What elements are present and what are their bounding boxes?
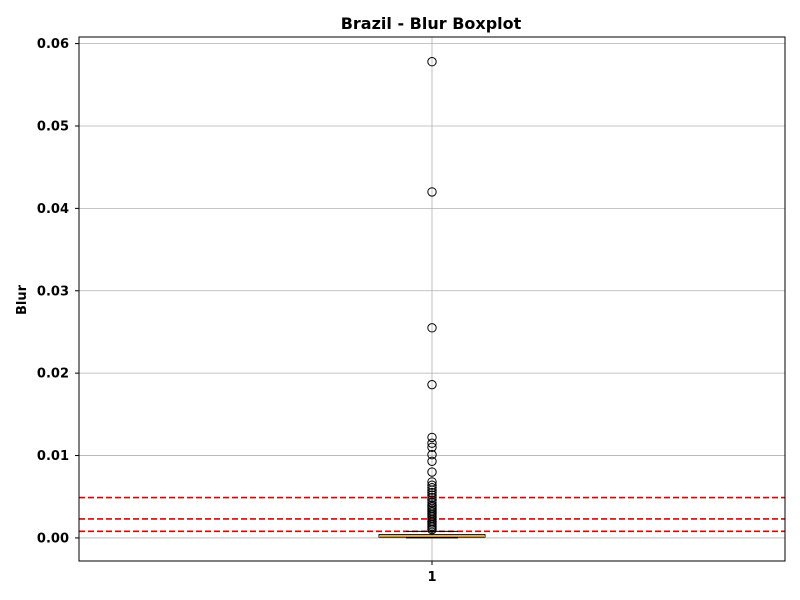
outlier-point bbox=[427, 497, 437, 508]
outlier-point bbox=[427, 480, 437, 490]
outlier-point bbox=[427, 492, 437, 503]
outlier-point bbox=[427, 432, 437, 443]
outlier-point bbox=[427, 485, 437, 495]
outlier-point bbox=[427, 323, 437, 333]
outlier-point bbox=[427, 187, 437, 197]
outlier-point bbox=[427, 487, 437, 498]
y-tick-label: 0.03 bbox=[37, 284, 69, 299]
tick-layer: 0.00 0.01 0.02 0.03 0.04 0.05 0.06 1 bbox=[37, 37, 437, 585]
grid-layer bbox=[79, 37, 785, 561]
outlier-point bbox=[427, 379, 437, 390]
outlier-point bbox=[427, 482, 437, 493]
y-tick-label: 0.00 bbox=[37, 531, 69, 546]
box-layer bbox=[378, 530, 486, 539]
y-axis-label: Blur bbox=[15, 284, 30, 315]
x-tick-label: 1 bbox=[427, 570, 436, 585]
outlier-points bbox=[427, 57, 437, 535]
outlier-point bbox=[427, 442, 437, 453]
outlier-point bbox=[427, 456, 437, 467]
y-tick-label: 0.02 bbox=[37, 367, 69, 382]
y-tick-label: 0.01 bbox=[37, 449, 69, 464]
y-tick-label: 0.05 bbox=[37, 119, 69, 134]
outlier-point bbox=[427, 524, 437, 535]
chart-title: Brazil - Blur Boxplot bbox=[341, 14, 522, 33]
outlier-point bbox=[427, 450, 437, 460]
outlier-point bbox=[427, 490, 437, 500]
y-tick-label: 0.04 bbox=[37, 202, 69, 217]
y-tick-label: 0.06 bbox=[37, 37, 69, 52]
outlier-point bbox=[427, 438, 437, 448]
outlier-point bbox=[427, 467, 437, 477]
outlier-point bbox=[427, 57, 437, 67]
